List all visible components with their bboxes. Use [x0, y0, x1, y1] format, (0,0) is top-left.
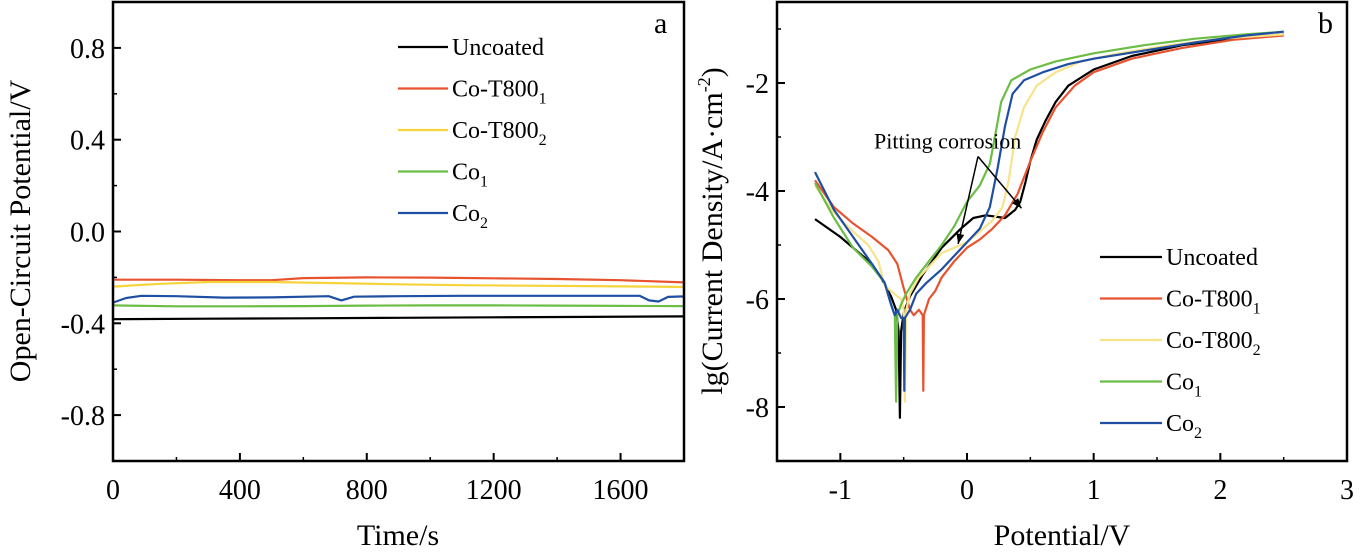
legend-label-main: Uncoated [452, 35, 544, 61]
x-tick-label: -1 [829, 475, 852, 506]
annotation-arrow-line [957, 156, 979, 245]
x-tick-label: 1200 [466, 475, 522, 506]
x-tick-label: 0 [106, 475, 120, 506]
panel-b-plot-frame [775, 0, 1349, 463]
legend-label: Co-T8002 [1166, 328, 1261, 359]
annotation-arrowhead [1011, 198, 1022, 209]
panel-b-polarization-chart: -1 0 1 2 3 -2 -4 -6 -8 b Potential/V lg(Current … [694, 0, 1354, 552]
series-line-co-t800-1 [113, 276, 685, 284]
x-tick-label: 3 [1340, 475, 1354, 506]
panel-b-ticks: -1 0 1 2 3 -2 -4 -6 -8 [746, 28, 1354, 506]
legend-label-main: Uncoated [1166, 245, 1258, 271]
panel-b-annotation: Pitting corrosion [874, 129, 1023, 245]
series-line-co-1 [112, 304, 685, 308]
pitting-corrosion-annotation: Pitting corrosion [874, 129, 1021, 154]
legend-item: Co-T8002 [1100, 328, 1261, 359]
y-tick-label: 0.4 [70, 126, 105, 157]
x-tick-label: 2 [1213, 475, 1227, 506]
legend-label-main: Co-T800 [452, 118, 539, 144]
legend-label-subscript: 2 [1253, 342, 1261, 359]
panel-a-ocp-chart: 0 400 800 1200 1600 0.8 0.4 0.0 -0.4 -0.8 a Time/… [4, 0, 686, 552]
legend-label-subscript: 1 [480, 174, 488, 191]
legend-item: Co1 [398, 160, 488, 191]
x-tick-label: 0 [960, 475, 974, 506]
y-tick-label: -2 [746, 69, 769, 100]
series-line-uncoated [814, 33, 1284, 419]
x-tick-label: 400 [219, 475, 261, 506]
annotation-arrowhead [956, 233, 965, 244]
legend-label: Co-T8002 [452, 118, 547, 149]
panel-b-y-axis-title: lg(Current Density/A·cm-2) [694, 67, 729, 394]
legend-label-subscript: 1 [539, 91, 547, 108]
y-tick-label: -0.8 [61, 401, 105, 432]
y-tick-label: -8 [746, 393, 769, 424]
y-tick-label: -6 [746, 285, 769, 316]
legend-label-subscript: 2 [539, 132, 547, 149]
panel-b-y-axis-title-sup: -2 [694, 77, 714, 92]
legend-item: Uncoated [398, 35, 544, 61]
legend-label-main: Co-T800 [1166, 287, 1253, 313]
legend-label-main: Co [452, 201, 480, 227]
panel-b-y-axis-title-close: ) [696, 67, 729, 77]
legend-label: Co2 [1166, 411, 1202, 442]
legend-item: Co2 [1100, 411, 1202, 442]
legend-item: Uncoated [1100, 245, 1258, 271]
panel-a-ticks: 0 400 800 1200 1600 0.8 0.4 0.0 -0.4 -0.8 [61, 34, 649, 506]
legend-label: Uncoated [1166, 245, 1258, 271]
legend-label-subscript: 1 [1253, 301, 1261, 318]
series-line-uncoated [112, 315, 685, 321]
legend-item: Co1 [1100, 370, 1202, 401]
panel-b-series-lines [814, 30, 1284, 419]
y-tick-label: 0.8 [70, 34, 105, 65]
annotation-arrow-line [977, 156, 1023, 209]
legend-label: Co-T8001 [1166, 287, 1261, 318]
legend-label-subscript: 1 [1194, 384, 1202, 401]
panel-a-plot-frame [111, 0, 686, 463]
legend-label-main: Co-T800 [1166, 328, 1253, 354]
y-tick-label: -0.4 [61, 309, 105, 340]
legend-label: Co2 [452, 201, 488, 232]
legend-label-main: Co-T800 [452, 77, 539, 103]
x-tick-label: 1 [1087, 475, 1101, 506]
panel-b-label: b [1318, 7, 1333, 40]
legend-label-main: Co [1166, 370, 1194, 396]
panel-a-label: a [654, 7, 667, 40]
panel-a-series-lines [112, 276, 685, 321]
legend-item: Co-T8001 [1100, 287, 1261, 318]
series-line-co-2 [814, 30, 1284, 392]
legend-label-main: Co [452, 160, 480, 186]
legend-label: Co1 [452, 160, 488, 191]
legend-label: Co-T8001 [452, 77, 547, 108]
y-tick-label: 0.0 [70, 218, 105, 249]
panel-b-y-axis-title-main: lg(Current Density/A·cm [696, 92, 729, 394]
legend-item: Co2 [398, 201, 488, 232]
series-line-co-2 [112, 294, 685, 304]
legend-label-subscript: 2 [1194, 425, 1202, 442]
series-line-co-t800-2 [112, 280, 685, 289]
legend-label-subscript: 2 [480, 215, 488, 232]
legend-label: Uncoated [452, 35, 544, 61]
panel-a-x-axis-title: Time/s [357, 519, 439, 552]
legend-label-main: Co [1166, 411, 1194, 437]
legend-item: Co-T8001 [398, 77, 547, 108]
panel-b-x-axis-title: Potential/V [994, 519, 1131, 552]
series-line-co-t800-1 [814, 34, 1284, 392]
x-tick-label: 800 [346, 475, 388, 506]
x-tick-label: 1600 [593, 475, 649, 506]
legend-label: Co1 [1166, 370, 1202, 401]
panel-a-y-axis-title: Open-Circuit Potential/V [4, 79, 37, 382]
legend-item: Co-T8002 [398, 118, 547, 149]
y-tick-label: -4 [746, 177, 769, 208]
